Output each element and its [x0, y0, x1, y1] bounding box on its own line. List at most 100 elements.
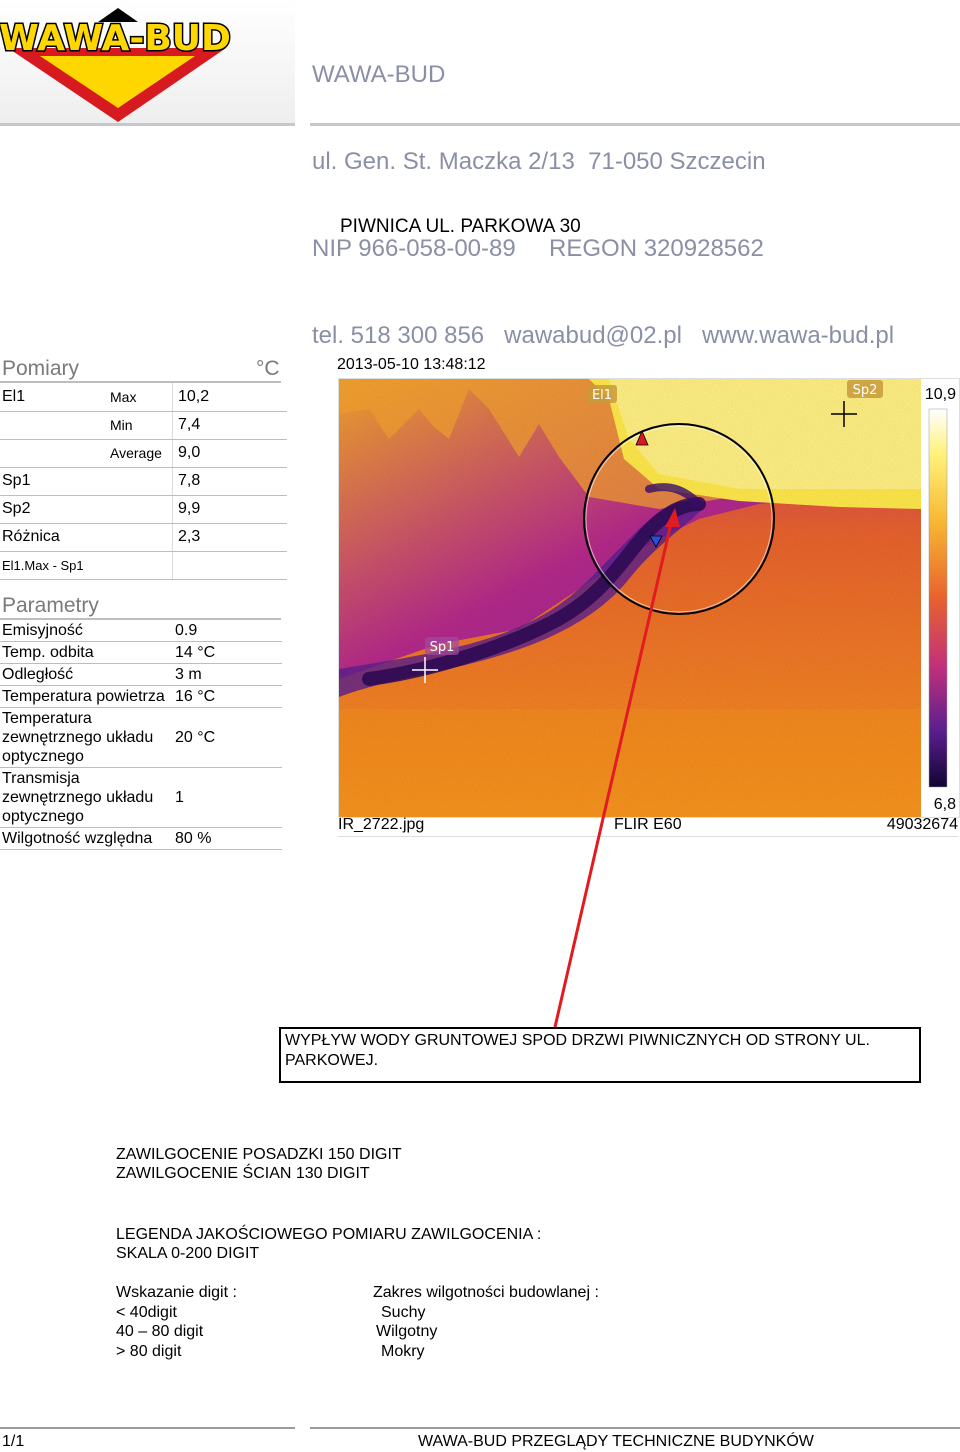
header-divider-left [0, 123, 295, 126]
parameter-label: Temperatura powietrza [0, 685, 170, 708]
company-block: WAWA-BUD ul. Gen. St. Maczka 2/13 71-050… [312, 2, 894, 379]
legend-digit-row: > 80 digit [116, 1342, 182, 1360]
measurement-row: Average 9,0 [0, 439, 287, 468]
measurement-sub: Average [108, 439, 173, 468]
legend-digit-column: Wskazanie digit : < 40digit 40 – 80 digi… [116, 1283, 237, 1361]
measurement-sub: Min [108, 411, 173, 440]
page-number: 1/1 [2, 1433, 25, 1450]
el1-ellipse-marker [583, 423, 775, 615]
legend-humidity-row: Wilgotny [376, 1323, 438, 1340]
measurement-value [172, 551, 287, 580]
thermal-serial: 49032674 [886, 816, 958, 833]
measurement-label [0, 439, 108, 468]
footer-text: WAWA-BUD PRZEGLĄDY TECHNICZNE BUDYNKÓW [418, 1433, 814, 1450]
parameter-label: Transmisja zewnętrznego układu optyczneg… [0, 767, 170, 828]
moisture-floor-text: ZAWILGOCENIE POSADZKI 150 DIGIT [116, 1146, 402, 1163]
measurements-rule [0, 381, 281, 383]
header-divider-right [310, 123, 960, 126]
thermal-filename: IR_2722.jpg [338, 816, 425, 833]
company-ids: NIP 966-058-00-89 REGON 320928562 [312, 235, 764, 262]
company-contact: tel. 518 300 856 wawabud@02.pl www.wawa-… [312, 322, 895, 349]
company-address: ul. Gen. St. Maczka 2/13 71-050 Szczecin [312, 148, 766, 175]
measurement-label: Sp2 [0, 495, 108, 524]
sp1-crosshair [412, 657, 438, 683]
parameter-row: Transmisja zewnętrznego układu optyczneg… [0, 767, 282, 828]
measurement-label: El1 [0, 383, 108, 412]
measurement-label: Różnica [0, 523, 108, 552]
parameter-row: Temperatura powietrza 16 °C [0, 685, 282, 708]
measurements-heading: Pomiary [2, 357, 80, 380]
parameter-row: Emisyjność 0.9 [0, 620, 282, 642]
legend-humidity-row: Suchy [381, 1303, 426, 1321]
measurement-value: 7,4 [172, 411, 287, 440]
measurement-row: Sp1 7,8 [0, 467, 287, 496]
legend-title: LEGENDA JAKOŚCIOWEGO POMIARU ZAWILGOCENI… [116, 1226, 542, 1243]
company-name: WAWA-BUD [312, 61, 446, 88]
sp1-label: Sp1 [430, 640, 455, 655]
sp2-crosshair [831, 401, 857, 427]
thermal-timestamp: 2013-05-10 13:48:12 [337, 356, 486, 373]
legend-scale: SKALA 0-200 DIGIT [116, 1245, 260, 1262]
parameter-label: Wilgotność względna [0, 827, 170, 850]
legend-humidity-row: Mokry [381, 1342, 425, 1360]
legend-humidity-heading: Zakres wilgotności budowlanej : [373, 1284, 599, 1301]
min-temp-marker-icon [649, 535, 663, 548]
thermal-camera: FLIR E60 [614, 816, 682, 833]
parameter-value: 80 % [170, 827, 282, 850]
sp2-label: Sp2 [853, 383, 878, 398]
thermal-image: El1 Sp2 Sp1 10,9 6,8 [339, 379, 956, 817]
footer-divider-left [0, 1427, 295, 1429]
legend-humidity-column: Zakres wilgotności budowlanej : Suchy Wi… [373, 1283, 599, 1361]
finding-note-box: WYPŁYW WODY GRUNTOWEJ SPOD DRZWI PIWNICZ… [279, 1027, 921, 1083]
measurement-row: Sp2 9,9 [0, 495, 287, 524]
thermal-image-panel: El1 Sp2 Sp1 10,9 6,8 [338, 378, 960, 818]
parameter-value: 16 °C [170, 685, 282, 708]
parameter-row: Odległość 3 m [0, 663, 282, 686]
measurement-value: 10,2 [172, 383, 287, 412]
scale-min-value: 6,8 [934, 796, 956, 813]
measurement-sub [108, 467, 173, 496]
parameter-row: Temperatura zewnętrznego układu optyczne… [0, 707, 282, 768]
parameters-table: Emisyjność 0.9 Temp. odbita 14 °C Odległość 3… [0, 620, 282, 850]
measurement-row: El1.Max - Sp1 [0, 551, 287, 580]
parameter-value: 1 [170, 767, 282, 828]
legend-digit-heading: Wskazanie digit : [116, 1284, 237, 1301]
scale-max-value: 10,9 [925, 386, 956, 403]
parameter-row: Wilgotność względna 80 % [0, 827, 282, 850]
moisture-walls-text: ZAWILGOCENIE ŚCIAN 130 DIGIT [116, 1165, 370, 1182]
measurement-row: Różnica 2,3 [0, 523, 287, 552]
thermal-caption-rule [338, 836, 958, 837]
legend-digit-row: 40 – 80 digit [116, 1323, 204, 1340]
measurement-value: 2,3 [172, 523, 287, 552]
parameters-rule [0, 618, 281, 620]
el1-label: El1 [592, 388, 612, 403]
parameter-row: Temp. odbita 14 °C [0, 641, 282, 664]
measurement-value: 9,9 [172, 495, 287, 524]
parameter-value: 14 °C [170, 641, 282, 664]
parameter-value: 0.9 [170, 620, 282, 642]
measurement-sub [108, 523, 173, 552]
measurement-label: Sp1 [0, 467, 108, 496]
measurement-sub [108, 495, 173, 524]
measurement-sub: Max [108, 383, 173, 412]
parameter-label: Temp. odbita [0, 641, 170, 664]
logo-text: WAWA-BUD [0, 18, 231, 59]
measurements-table: El1 Max 10,2 Min 7,4 Average 9,0 Sp1 7,8 Sp2 9,9 Ró… [0, 383, 287, 580]
parameters-heading: Parametry [2, 594, 99, 617]
company-logo: WAWA-BUD [0, 0, 295, 125]
temperature-scale-bar [928, 408, 948, 788]
parameter-label: Temperatura zewnętrznego układu optyczne… [0, 707, 170, 768]
page-title: PIWNICA UL. PARKOWA 30 [340, 216, 581, 237]
max-temp-marker-icon [635, 429, 649, 446]
pointer-arrow [553, 508, 680, 1028]
measurement-label [0, 411, 108, 440]
parameter-value: 3 m [170, 663, 282, 686]
legend-digit-row: < 40digit [116, 1303, 177, 1321]
parameter-label: Emisyjność [0, 620, 170, 642]
measurement-value: 7,8 [172, 467, 287, 496]
measurements-unit: °C [256, 357, 280, 380]
parameter-label: Odległość [0, 663, 170, 686]
measurement-label: El1.Max - Sp1 [0, 551, 173, 580]
footer-divider-right [310, 1427, 960, 1429]
parameter-value: 20 °C [170, 707, 282, 768]
